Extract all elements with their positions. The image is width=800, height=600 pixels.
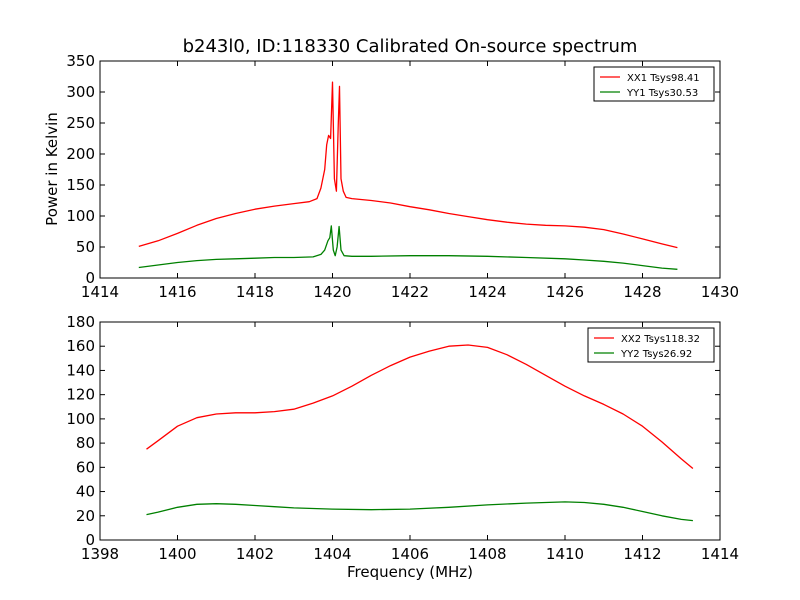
series-line-2-1 bbox=[146, 344, 694, 470]
series-line-2-2 bbox=[146, 501, 693, 522]
y-tick-label: 0 bbox=[85, 269, 95, 287]
y-tick-label: 100 bbox=[66, 410, 95, 428]
legend: XX1 Tsys98.41 YY1 Tsys30.53 bbox=[593, 66, 715, 102]
y-tick-label: 80 bbox=[76, 434, 95, 452]
x-axis-label-bottom: Frequency (MHz) bbox=[347, 563, 473, 581]
legend-label: YY1 Tsys30.53 bbox=[626, 88, 698, 99]
legend-box bbox=[593, 66, 715, 102]
bottom-spectrum-panel: Frequency (MHz) 1398 1400 1402 1404 1406 1408… bbox=[66, 313, 739, 581]
x-tick-label: 1400 bbox=[158, 545, 196, 563]
legend-label: XX1 Tsys98.41 bbox=[627, 73, 700, 84]
x-tick-label: 1422 bbox=[391, 283, 429, 301]
x-tick-label: 1414 bbox=[81, 283, 119, 301]
y-tick-label: 20 bbox=[76, 507, 95, 525]
x-tick-label: 1430 bbox=[701, 283, 739, 301]
x-tick-label: 1404 bbox=[313, 545, 351, 563]
y-tick-label: 300 bbox=[66, 83, 95, 101]
y-axis-label-top: Power in Kelvin bbox=[43, 112, 61, 226]
legend-box bbox=[587, 327, 715, 363]
chart-title: b243l0, ID:118330 Calibrated On-source s… bbox=[183, 36, 638, 57]
bottom-plot-area: 1398 1400 1402 1404 1406 1408 1410 1412 1414 0 20 4… bbox=[66, 313, 739, 563]
y-tick-label: 120 bbox=[66, 386, 95, 404]
top-spectrum-panel: b243l0, ID:118330 Calibrated On-source s… bbox=[43, 36, 739, 301]
legend-label: YY2 Tsys26.92 bbox=[620, 349, 692, 360]
x-tick-label: 1398 bbox=[81, 545, 119, 563]
x-tick-label: 1402 bbox=[236, 545, 274, 563]
x-tick-label: 1414 bbox=[701, 545, 739, 563]
x-tick-label: 1416 bbox=[158, 283, 196, 301]
y-tick-label: 140 bbox=[66, 361, 95, 379]
x-tick-label: 1412 bbox=[623, 545, 661, 563]
y-tick-label: 150 bbox=[66, 176, 95, 194]
top-plot-area: 1414 1416 1418 1420 1422 1424 1426 1428 1430 0 50 1… bbox=[66, 52, 739, 301]
x-tick-label: 1426 bbox=[546, 283, 584, 301]
x-tick-label: 1408 bbox=[468, 545, 506, 563]
y-tick-label: 40 bbox=[76, 483, 95, 501]
y-tick-label: 160 bbox=[66, 337, 95, 355]
y-tick-label: 0 bbox=[85, 531, 95, 549]
series-line-1-1 bbox=[138, 81, 678, 249]
y-tick-label: 180 bbox=[66, 313, 95, 331]
x-tick-label: 1418 bbox=[236, 283, 274, 301]
y-tick-label: 100 bbox=[66, 207, 95, 225]
y-tick-label: 250 bbox=[66, 114, 95, 132]
y-tick-label: 50 bbox=[76, 238, 95, 256]
x-tick-label: 1420 bbox=[313, 283, 351, 301]
series-line-1-2 bbox=[138, 225, 678, 270]
y-tick-label: 200 bbox=[66, 145, 95, 163]
y-tick-label: 60 bbox=[76, 458, 95, 476]
x-tick-label: 1410 bbox=[546, 545, 584, 563]
legend-label: XX2 Tsys118.32 bbox=[621, 334, 700, 345]
x-tick-label: 1424 bbox=[468, 283, 506, 301]
x-tick-label: 1406 bbox=[391, 545, 429, 563]
legend: XX2 Tsys118.32 YY2 Tsys26.92 bbox=[587, 327, 715, 363]
y-tick-label: 350 bbox=[66, 52, 95, 70]
x-tick-label: 1428 bbox=[623, 283, 661, 301]
